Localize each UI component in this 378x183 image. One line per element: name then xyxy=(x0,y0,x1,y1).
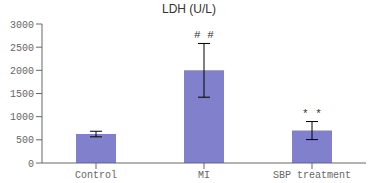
svg-text:3000: 3000 xyxy=(10,20,34,31)
svg-text:* *: * * xyxy=(302,108,322,120)
svg-text:1000: 1000 xyxy=(10,112,34,123)
svg-text:1500: 1500 xyxy=(10,89,34,100)
svg-text:MI: MI xyxy=(198,170,210,181)
svg-text:0: 0 xyxy=(28,159,34,170)
svg-text:2000: 2000 xyxy=(10,66,34,77)
svg-text:500: 500 xyxy=(16,135,34,146)
svg-text:SBP treatment: SBP treatment xyxy=(273,170,351,181)
svg-text:# #: # # xyxy=(194,29,214,41)
svg-text:2500: 2500 xyxy=(10,43,34,54)
html-text:LDH (U/L): LDH (U/L) xyxy=(162,2,216,16)
svg-text:Control: Control xyxy=(75,170,117,181)
